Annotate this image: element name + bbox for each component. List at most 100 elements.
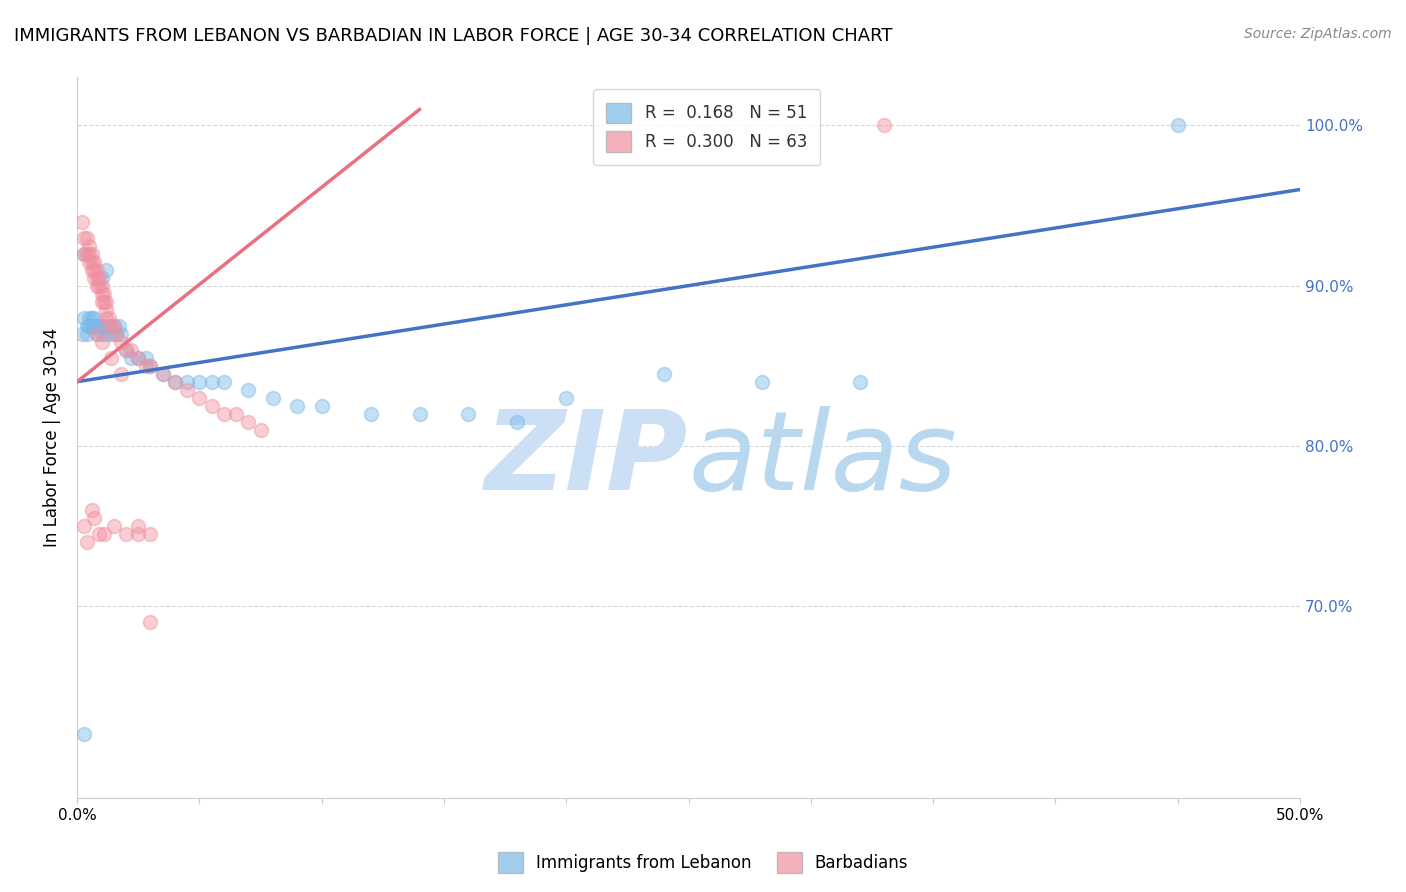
Point xyxy=(76,534,98,549)
Point xyxy=(212,375,235,389)
Point xyxy=(360,407,382,421)
Point xyxy=(73,230,96,244)
Point xyxy=(86,262,108,277)
Point xyxy=(80,262,103,277)
Point xyxy=(73,246,96,260)
Point xyxy=(163,375,186,389)
Point xyxy=(79,246,101,260)
Point xyxy=(70,214,93,228)
Point xyxy=(652,367,675,381)
Point xyxy=(110,334,132,349)
Point xyxy=(127,351,149,365)
Point xyxy=(90,278,112,293)
Point xyxy=(96,326,118,341)
Point xyxy=(188,391,211,405)
Point xyxy=(80,310,103,325)
Point xyxy=(96,294,118,309)
Point xyxy=(83,270,105,285)
Point xyxy=(100,351,122,365)
Point xyxy=(103,518,125,533)
Point xyxy=(79,238,101,252)
Point xyxy=(86,278,108,293)
Point xyxy=(93,294,115,309)
Point xyxy=(120,343,142,357)
Point xyxy=(86,326,108,341)
Point xyxy=(100,326,122,341)
Point xyxy=(76,318,98,333)
Point xyxy=(103,318,125,333)
Point xyxy=(97,310,120,325)
Point xyxy=(83,310,105,325)
Point xyxy=(107,318,129,333)
Point xyxy=(80,318,103,333)
Point xyxy=(873,119,896,133)
Point xyxy=(90,286,112,301)
Point xyxy=(90,294,112,309)
Point xyxy=(848,375,870,389)
Point xyxy=(96,310,118,325)
Point xyxy=(73,518,96,533)
Point xyxy=(73,727,96,741)
Point xyxy=(127,351,149,365)
Point xyxy=(238,415,260,429)
Point xyxy=(86,318,108,333)
Point xyxy=(87,270,110,285)
Point xyxy=(110,326,132,341)
Point xyxy=(83,318,105,333)
Point xyxy=(87,278,110,293)
Point xyxy=(176,383,198,397)
Point xyxy=(100,318,122,333)
Point xyxy=(249,423,271,437)
Point xyxy=(83,254,105,268)
Point xyxy=(120,351,142,365)
Point xyxy=(103,318,125,333)
Point xyxy=(201,375,224,389)
Legend: Immigrants from Lebanon, Barbadians: Immigrants from Lebanon, Barbadians xyxy=(491,846,915,880)
Point xyxy=(163,375,186,389)
Point xyxy=(73,246,96,260)
Text: ZIP: ZIP xyxy=(485,406,689,513)
Point xyxy=(139,359,162,373)
Point xyxy=(83,262,105,277)
Point xyxy=(285,399,308,413)
Point xyxy=(115,343,138,357)
Legend: R =  0.168   N = 51, R =  0.300   N = 63: R = 0.168 N = 51, R = 0.300 N = 63 xyxy=(593,89,820,165)
Point xyxy=(555,391,578,405)
Point xyxy=(135,359,157,373)
Point xyxy=(127,518,149,533)
Point xyxy=(115,343,138,357)
Point xyxy=(93,318,115,333)
Point xyxy=(506,415,529,429)
Point xyxy=(105,326,128,341)
Point xyxy=(90,334,112,349)
Point xyxy=(87,526,110,541)
Point xyxy=(97,318,120,333)
Point xyxy=(311,399,333,413)
Point xyxy=(201,399,224,413)
Point xyxy=(238,383,260,397)
Point xyxy=(262,391,284,405)
Point xyxy=(127,526,149,541)
Point xyxy=(86,270,108,285)
Point xyxy=(76,230,98,244)
Point xyxy=(93,286,115,301)
Y-axis label: In Labor Force | Age 30-34: In Labor Force | Age 30-34 xyxy=(44,328,60,548)
Point xyxy=(70,326,93,341)
Point xyxy=(139,615,162,629)
Point xyxy=(139,359,162,373)
Point xyxy=(408,407,430,421)
Point xyxy=(188,375,211,389)
Point xyxy=(1167,119,1189,133)
Point xyxy=(79,318,101,333)
Text: IMMIGRANTS FROM LEBANON VS BARBADIAN IN LABOR FORCE | AGE 30-34 CORRELATION CHAR: IMMIGRANTS FROM LEBANON VS BARBADIAN IN … xyxy=(14,27,893,45)
Point xyxy=(96,262,118,277)
Point xyxy=(135,351,157,365)
Point xyxy=(83,511,105,525)
Point xyxy=(80,503,103,517)
Point xyxy=(80,254,103,268)
Point xyxy=(90,318,112,333)
Point xyxy=(73,310,96,325)
Point xyxy=(76,326,98,341)
Point xyxy=(79,310,101,325)
Point xyxy=(90,326,112,341)
